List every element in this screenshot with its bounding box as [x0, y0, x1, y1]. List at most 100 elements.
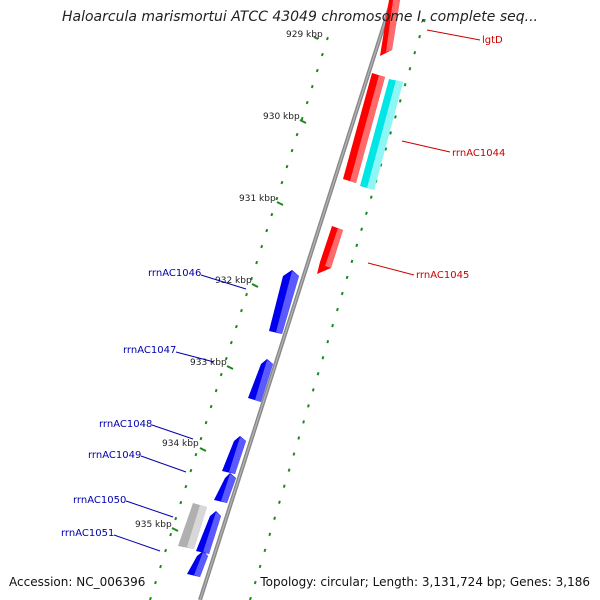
leader-line	[175, 351, 215, 363]
leader-line	[140, 455, 187, 473]
label-rrnAC1047[interactable]: rrnAC1047	[123, 345, 176, 356]
tick-dot	[345, 275, 349, 280]
tick-dot	[297, 436, 301, 440]
tick-dot	[174, 516, 178, 521]
tick-dot	[224, 356, 228, 361]
label-rrnAC1048[interactable]: rrnAC1048	[99, 419, 152, 430]
label-rrnAC1046[interactable]: rrnAC1046	[148, 268, 201, 279]
tick-mark	[299, 119, 307, 124]
tick-dot	[255, 260, 259, 265]
tick-dot	[379, 163, 383, 167]
tick-mark	[251, 283, 259, 288]
tick-dot	[413, 50, 417, 55]
gene-feature-shade	[203, 512, 221, 554]
map-title: Haloarcula marismortui ATCC 43049 chromo…	[62, 9, 538, 25]
gene-feature-shade	[350, 75, 385, 183]
tick-dot	[253, 580, 257, 585]
gene-feature-shade	[386, 0, 400, 52]
tick-dot	[360, 227, 363, 232]
tick-label-932: 932 kbp	[215, 276, 252, 286]
tick-dot	[209, 404, 213, 409]
label-rrnAC1050[interactable]: rrnAC1050	[73, 495, 126, 506]
tick-dot	[302, 420, 305, 424]
tick-dot	[258, 564, 262, 569]
reverse-features	[178, 270, 299, 577]
tick-dot	[389, 131, 392, 135]
tick-dot	[265, 228, 269, 233]
tick-mark	[199, 447, 207, 452]
tick-dot	[219, 372, 223, 377]
tick-dot	[350, 259, 354, 264]
tick-dot	[326, 36, 329, 41]
inner-tick-dots	[149, 36, 329, 600]
tick-dot	[340, 291, 344, 296]
gene-feature-shade	[276, 271, 299, 334]
tick-dot	[315, 68, 319, 73]
tick-dot	[307, 404, 310, 408]
tick-label-931: 931 kbp	[239, 194, 276, 204]
tick-dot	[268, 532, 272, 537]
tick-dot	[290, 148, 294, 153]
tick-dot	[310, 84, 314, 89]
accession-text: Accession: NC_006396	[9, 575, 146, 589]
backbone-highlight	[199, 0, 393, 600]
tick-dot	[408, 67, 412, 71]
label-rrnAC1049[interactable]: rrnAC1049	[88, 450, 141, 461]
leader-line	[200, 274, 247, 290]
tick-label-930: 930 kbp	[263, 112, 300, 122]
tick-dot	[321, 356, 325, 360]
tick-label-933: 933 kbp	[190, 358, 227, 368]
tick-dot	[250, 276, 254, 281]
tick-dot	[214, 388, 218, 393]
tick-dot	[320, 52, 324, 57]
tick-dot	[311, 388, 315, 392]
tick-mark	[171, 527, 179, 532]
forward-features	[317, 0, 403, 274]
label-rrnAC1045[interactable]: rrnAC1045	[416, 270, 469, 281]
tick-dot	[336, 307, 339, 312]
tick-dot	[154, 580, 157, 585]
forward-labels: lgtD rrnAC1044 rrnAC1045	[367, 29, 505, 281]
genome-summary-text: Topology: circular; Length: 3,131,724 bp…	[260, 575, 590, 589]
tick-dot	[369, 195, 373, 199]
gene-feature-shade	[325, 228, 343, 268]
tick-mark	[226, 365, 234, 370]
gene-feature-shade	[367, 80, 403, 190]
tick-dot	[229, 340, 233, 345]
tick-dot	[245, 292, 248, 297]
tick-dot	[278, 500, 281, 504]
tick-dot	[331, 323, 334, 328]
leader-line	[401, 140, 451, 153]
tick-mark	[313, 36, 319, 40]
kbp-ticks: 929 kbp 930 kbp 931 kbp 932 kbp 933 kbp …	[135, 30, 323, 532]
tick-dot	[184, 484, 188, 489]
label-rrnAC1044[interactable]: rrnAC1044	[452, 148, 505, 159]
tick-label-935: 935 kbp	[135, 520, 172, 530]
tick-dot	[282, 484, 286, 488]
gene-feature-shade	[229, 437, 246, 474]
tick-dot	[418, 34, 421, 39]
tick-label-929: 929 kbp	[286, 30, 323, 40]
gene-feature-shade	[221, 474, 236, 503]
tick-dot	[240, 308, 243, 313]
gene-feature-shade	[187, 505, 207, 549]
leader-line	[151, 424, 194, 440]
tick-dot	[204, 420, 208, 425]
tick-mark	[276, 201, 284, 206]
leader-line	[113, 534, 161, 552]
tick-dot	[403, 83, 407, 87]
tick-dot	[316, 372, 320, 376]
tick-dot	[169, 532, 173, 537]
reverse-labels: rrnAC1046 rrnAC1047 rrnAC1048 rrnAC1049 …	[61, 268, 247, 552]
tick-dot	[292, 452, 296, 456]
tick-dot	[398, 99, 402, 103]
gene-feature-shade	[255, 360, 273, 402]
tick-dot	[280, 180, 284, 185]
tick-dot	[235, 324, 238, 329]
tick-dot	[273, 516, 276, 521]
tick-dot	[270, 212, 274, 217]
leader-line	[367, 262, 415, 276]
label-rrnAC1051[interactable]: rrnAC1051	[61, 528, 114, 539]
label-lgtD[interactable]: lgtD	[482, 35, 503, 46]
